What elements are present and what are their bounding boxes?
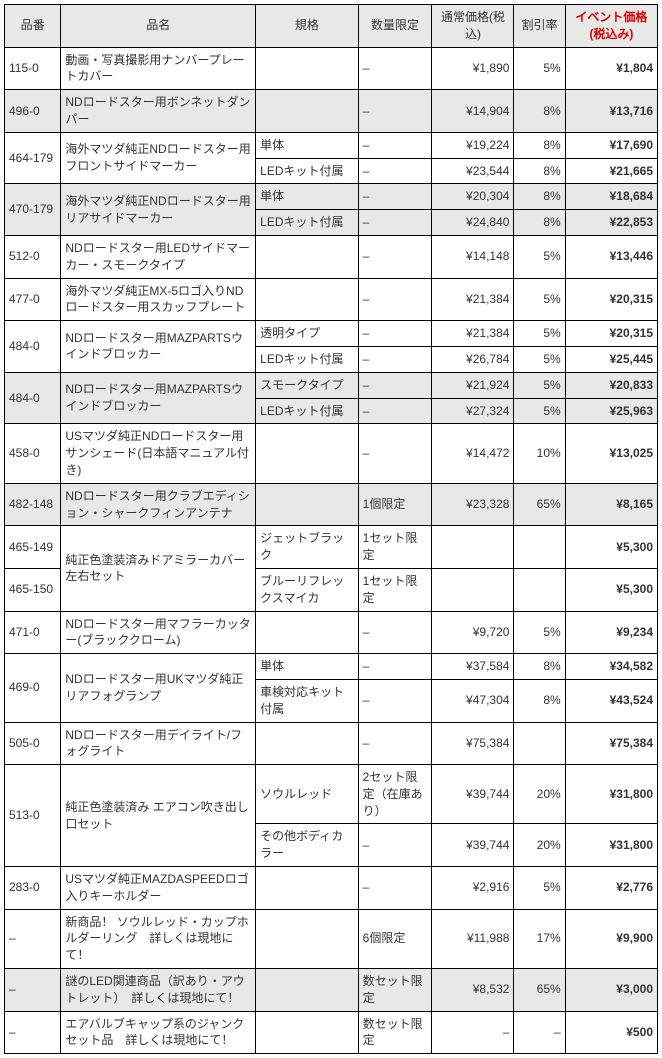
table-row: –謎のLED関連商品（訳あり・アウトレット） 詳しくは現地にて！数セット限定¥8… [5,969,658,1012]
header-row: 品番 品名 規格 数量限定 通常価格(税込) 割引率 イベント価格(税込み) [5,5,658,48]
table-row: 283-0USマツダ純正MAZDASPEEDロゴ入りキーホルダー–¥2,9165… [5,867,658,910]
table-row: 484-0NDロードスター用MAZPARTSウインドブロッカースモークタイプ–¥… [5,372,658,398]
table-body: 115-0動画・写真撮影用ナンバープレートカバー–¥1,8905%¥1,8044… [5,47,658,1054]
col-spec: 規格 [256,5,359,48]
table-row: –エアバルブキャップ系のジャンクセット品 詳しくは現地にて！数セット限定––¥5… [5,1011,658,1054]
table-row: 464-179海外マツダ純正NDロードスター用フロントサイドマーカー単体–¥19… [5,132,658,158]
col-price: 通常価格(税込) [432,5,514,48]
table-row: –新商品！ ソウルレッド・カップホルダーリング 詳しくは現地にて！6個限定¥11… [5,909,658,968]
table-row: 465-149純正色塗装済みドアミラーカバー左右セットジェットブラック1セット限… [5,526,658,569]
price-table: 品番 品名 規格 数量限定 通常価格(税込) 割引率 イベント価格(税込み) 1… [4,4,658,1054]
table-row: 482-148 NDロードスター用クラブエディション・シャークフィンアンテナ1個… [5,483,658,526]
table-row: 469-0NDロードスター用UKマツダ純正リアフォグランプ単体–¥37,5848… [5,654,658,680]
table-row: 470-179海外マツダ純正NDロードスター用リアサイドマーカー単体–¥20,3… [5,184,658,210]
table-row: 458-0USマツダ純正NDロードスター用サンシェード(日本語マニュアル付き)–… [5,424,658,483]
col-disc: 割引率 [514,5,565,48]
table-row: 496-0NDロードスター用ボンネットダンパー–¥14,9048%¥13,716 [5,90,658,133]
table-row: 471-0NDロードスター用マフラーカッター(ブラッククローム)–¥9,7205… [5,611,658,654]
table-row: 484-0NDロードスター用MAZPARTSウインドブロッカー透明タイプ–¥21… [5,321,658,347]
col-no: 品番 [5,5,61,48]
col-name: 品名 [61,5,256,48]
table-row: 505-0NDロードスター用デイライト/フォグライト–¥75,384¥75,38… [5,722,658,765]
col-event: イベント価格(税込み) [565,5,657,48]
col-qty: 数量限定 [358,5,432,48]
table-row: 477-0海外マツダ純正MX-5ロゴ入りNDロードスター用スカッフプレート–¥2… [5,278,658,321]
table-row: 115-0動画・写真撮影用ナンバープレートカバー–¥1,8905%¥1,804 [5,47,658,90]
table-row: 512-0NDロードスター用LEDサイドマーカー・スモークタイプ–¥14,148… [5,235,658,278]
table-row: 513-0純正色塗装済み エアコン吹き出し口セットソウルレッド2セット限定（在庫… [5,765,658,824]
